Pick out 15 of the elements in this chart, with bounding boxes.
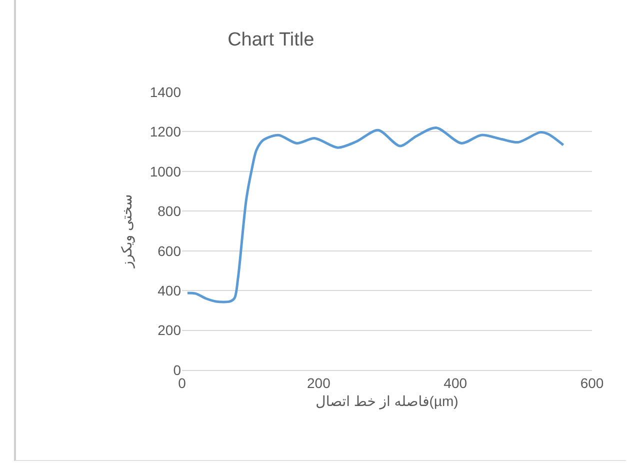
y-tick-label: 1200 bbox=[150, 124, 182, 140]
chart-title: Chart Title bbox=[228, 30, 314, 51]
line-series bbox=[186, 126, 565, 304]
y-tick-label: 800 bbox=[158, 203, 182, 220]
y-tick-label: 1400 bbox=[150, 84, 182, 100]
x-axis-title: فاصله از خط اتصال(µm) bbox=[316, 393, 458, 410]
y-tick-label: 0 bbox=[173, 362, 182, 378]
x-tick-label: 400 bbox=[444, 374, 468, 391]
y-tick-label: 600 bbox=[158, 242, 182, 259]
x-tick-label: 600 bbox=[580, 374, 604, 391]
y-tick-label: 200 bbox=[158, 322, 182, 338]
x-tick-label: 200 bbox=[306, 374, 331, 391]
y-tick-label: 1000 bbox=[150, 163, 182, 180]
y-tick-label: 400 bbox=[158, 282, 182, 298]
y-axis-title: سختی ویکرز bbox=[118, 194, 136, 269]
